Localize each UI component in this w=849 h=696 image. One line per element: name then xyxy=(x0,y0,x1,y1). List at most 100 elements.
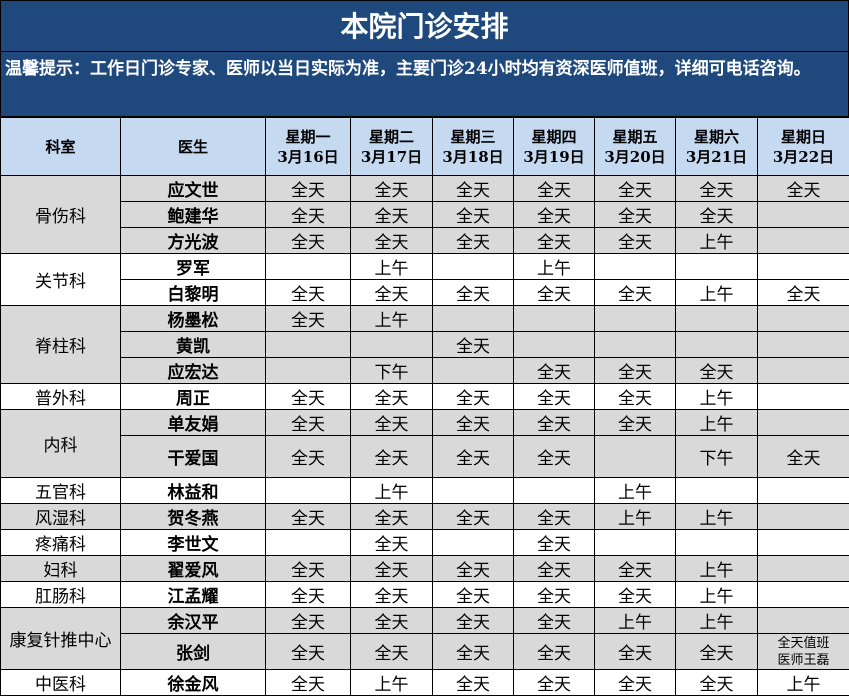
schedule-cell: 全天 xyxy=(266,384,351,410)
schedule-cell: 全天 xyxy=(351,384,433,410)
schedule-cell: 全天 xyxy=(433,634,514,670)
doctor-name: 李世文 xyxy=(121,530,266,556)
schedule-cell: 全天 xyxy=(514,176,595,202)
schedule-cell: 全天 xyxy=(433,504,514,530)
empty-cell xyxy=(266,254,351,280)
empty-cell xyxy=(514,478,595,504)
doctor-name: 贺冬燕 xyxy=(121,504,266,530)
empty-cell xyxy=(266,530,351,556)
doctor-row: 张剑全天全天全天全天全天全天全天值班医师王磊 xyxy=(1,634,849,670)
schedule-cell: 全天 xyxy=(676,176,758,202)
department: 骨伤科 xyxy=(1,176,121,254)
doctor-row: 风湿科贺冬燕全天全天全天全天上午上午 xyxy=(1,504,849,530)
empty-cell xyxy=(676,254,758,280)
schedule-cell: 全天 xyxy=(351,202,433,228)
weekday: 星期三 xyxy=(433,127,513,147)
doctor-name: 干爱国 xyxy=(121,436,266,478)
empty-cell xyxy=(433,254,514,280)
schedule-cell: 全天 xyxy=(433,608,514,634)
page-title: 本院门诊安排 xyxy=(0,0,849,52)
date: 3月16日 xyxy=(266,147,350,167)
doctor-row: 五官科林益和上午上午 xyxy=(1,478,849,504)
schedule-cell: 上午 xyxy=(676,608,758,634)
schedule-cell: 全天 xyxy=(758,436,849,478)
date: 3月20日 xyxy=(595,147,675,167)
schedule-cell: 上午 xyxy=(351,478,433,504)
date: 3月18日 xyxy=(433,147,513,167)
schedule-cell: 全天 xyxy=(266,280,351,306)
doctor-row: 妇科翟爱风全天全天全天全天全天上午 xyxy=(1,556,849,582)
schedule-cell: 上午 xyxy=(351,670,433,696)
schedule-cell: 全天 xyxy=(514,280,595,306)
date: 3月19日 xyxy=(514,147,594,167)
doctor-name: 徐金风 xyxy=(121,670,266,696)
doctor-row: 鲍建华全天全天全天全天全天全天 xyxy=(1,202,849,228)
doctor-row: 白黎明全天全天全天全天全天上午全天 xyxy=(1,280,849,306)
schedule-cell: 全天 xyxy=(595,634,676,670)
department: 风湿科 xyxy=(1,504,121,530)
empty-cell xyxy=(676,332,758,358)
doctor-name: 翟爱风 xyxy=(121,556,266,582)
schedule-cell: 上午 xyxy=(676,384,758,410)
schedule-cell: 全天 xyxy=(351,582,433,608)
doctor-name: 张剑 xyxy=(121,634,266,670)
empty-cell xyxy=(433,306,514,332)
schedule-cell: 上午 xyxy=(351,254,433,280)
doctor-row: 骨伤科应文世全天全天全天全天全天全天全天 xyxy=(1,176,849,202)
schedule-cell: 全天 xyxy=(433,332,514,358)
doctor-row: 脊柱科杨墨松全天上午 xyxy=(1,306,849,332)
schedule-cell: 全天 xyxy=(514,670,595,696)
weekday: 星期五 xyxy=(595,127,675,147)
doctor-name: 单友娟 xyxy=(121,410,266,436)
schedule-cell: 全天 xyxy=(351,436,433,478)
schedule-cell: 全天 xyxy=(676,670,758,696)
schedule-cell: 全天 xyxy=(514,436,595,478)
weekday: 星期日 xyxy=(758,127,849,147)
schedule-cell: 全天 xyxy=(266,608,351,634)
schedule-cell: 全天 xyxy=(514,634,595,670)
doctor-name: 江孟耀 xyxy=(121,582,266,608)
schedule-cell: 全天 xyxy=(351,634,433,670)
department: 妇科 xyxy=(1,556,121,582)
schedule-cell: 全天 xyxy=(433,410,514,436)
empty-cell xyxy=(758,504,849,530)
empty-cell xyxy=(758,358,849,384)
schedule-cell: 全天 xyxy=(676,202,758,228)
schedule-cell: 全天 xyxy=(351,410,433,436)
schedule-cell: 上午 xyxy=(676,504,758,530)
schedule-cell: 全天 xyxy=(266,582,351,608)
doctor-name: 林益和 xyxy=(121,478,266,504)
header-cell: 医生 xyxy=(121,118,266,176)
schedule-cell: 全天 xyxy=(595,384,676,410)
empty-cell xyxy=(758,530,849,556)
schedule-cell: 全天 xyxy=(433,176,514,202)
department: 脊柱科 xyxy=(1,306,121,384)
doctor-name: 周正 xyxy=(121,384,266,410)
schedule-cell: 全天 xyxy=(351,176,433,202)
schedule-cell: 全天 xyxy=(433,582,514,608)
schedule-cell: 上午 xyxy=(595,608,676,634)
empty-cell xyxy=(758,306,849,332)
schedule-cell: 全天 xyxy=(351,228,433,254)
empty-cell xyxy=(758,608,849,634)
schedule-line: 医师王磊 xyxy=(758,652,849,669)
schedule-cell: 上午 xyxy=(676,280,758,306)
empty-cell xyxy=(351,332,433,358)
schedule-cell: 全天 xyxy=(514,530,595,556)
weekday: 星期一 xyxy=(266,127,350,147)
doctor-name: 黄凯 xyxy=(121,332,266,358)
empty-cell xyxy=(514,306,595,332)
schedule-cell: 全天 xyxy=(433,556,514,582)
schedule-cell: 全天 xyxy=(595,556,676,582)
empty-cell xyxy=(758,478,849,504)
schedule-cell: 全天 xyxy=(351,608,433,634)
doctor-name: 应文世 xyxy=(121,176,266,202)
schedule-cell: 上午 xyxy=(758,670,849,696)
schedule-cell: 上午 xyxy=(351,306,433,332)
schedule-cell: 全天 xyxy=(514,228,595,254)
department: 关节科 xyxy=(1,254,121,306)
schedule-cell: 下午 xyxy=(676,436,758,478)
empty-cell xyxy=(676,306,758,332)
schedule-cell: 全天 xyxy=(266,202,351,228)
